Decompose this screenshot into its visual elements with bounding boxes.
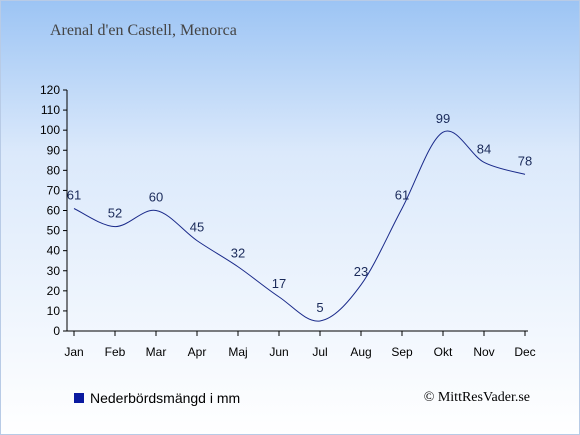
data-label: 61 (395, 187, 409, 202)
legend-swatch (74, 393, 84, 403)
y-tick-label: 70 (47, 183, 61, 197)
x-tick-label: Feb (105, 345, 126, 359)
data-label: 78 (518, 153, 532, 168)
x-axis-ticks: Jan Feb Mar Apr Maj Jun Jul Aug Sep Okt Nov Dec (64, 331, 536, 359)
y-tick-label: 100 (40, 123, 60, 137)
x-tick-label: Okt (434, 345, 453, 359)
copyright-text: © MittResVader.se (423, 390, 530, 405)
y-tick-label: 60 (47, 204, 61, 218)
data-label: 32 (231, 246, 245, 261)
x-tick-label: Dec (514, 345, 535, 359)
x-tick-label: Jan (64, 345, 83, 359)
data-label: 60 (149, 190, 163, 205)
chart-title: Arenal d'en Castell, Menorca (50, 22, 237, 39)
x-tick-label: Nov (473, 345, 494, 359)
y-tick-label: 120 (40, 83, 60, 97)
y-tick-label: 40 (47, 244, 61, 258)
data-label: 17 (272, 276, 286, 291)
data-label: 61 (67, 187, 81, 202)
series-line-precipitation (73, 130, 526, 322)
y-tick-label: 20 (47, 284, 61, 298)
legend: Nederbördsmängd i mm (74, 390, 240, 406)
y-tick-label: 90 (47, 143, 61, 157)
x-tick-label: Apr (188, 345, 207, 359)
data-label: 5 (316, 300, 323, 315)
data-labels: 61 52 60 45 32 17 5 23 61 99 84 78 (67, 111, 532, 315)
y-tick-label: 10 (47, 304, 61, 318)
y-tick-label: 80 (47, 163, 61, 177)
x-tick-label: Maj (228, 345, 247, 359)
x-tick-label: Sep (391, 345, 413, 359)
x-tick-label: Aug (350, 345, 371, 359)
x-tick-label: Jul (312, 345, 327, 359)
y-axis-ticks: 0 10 20 30 40 50 60 70 80 90 100 110 120 (40, 83, 67, 338)
y-tick-label: 0 (53, 324, 60, 338)
legend-label: Nederbördsmängd i mm (90, 390, 241, 406)
data-label: 52 (108, 206, 122, 221)
data-label: 45 (190, 220, 204, 235)
chart-axes (66, 90, 528, 332)
y-tick-label: 110 (41, 103, 60, 117)
data-label: 99 (436, 111, 450, 126)
data-label: 23 (354, 264, 368, 279)
data-label: 84 (477, 141, 491, 156)
y-tick-label: 30 (47, 264, 61, 278)
y-tick-label: 50 (47, 224, 61, 238)
x-tick-label: Mar (146, 345, 167, 359)
x-tick-label: Jun (269, 345, 288, 359)
